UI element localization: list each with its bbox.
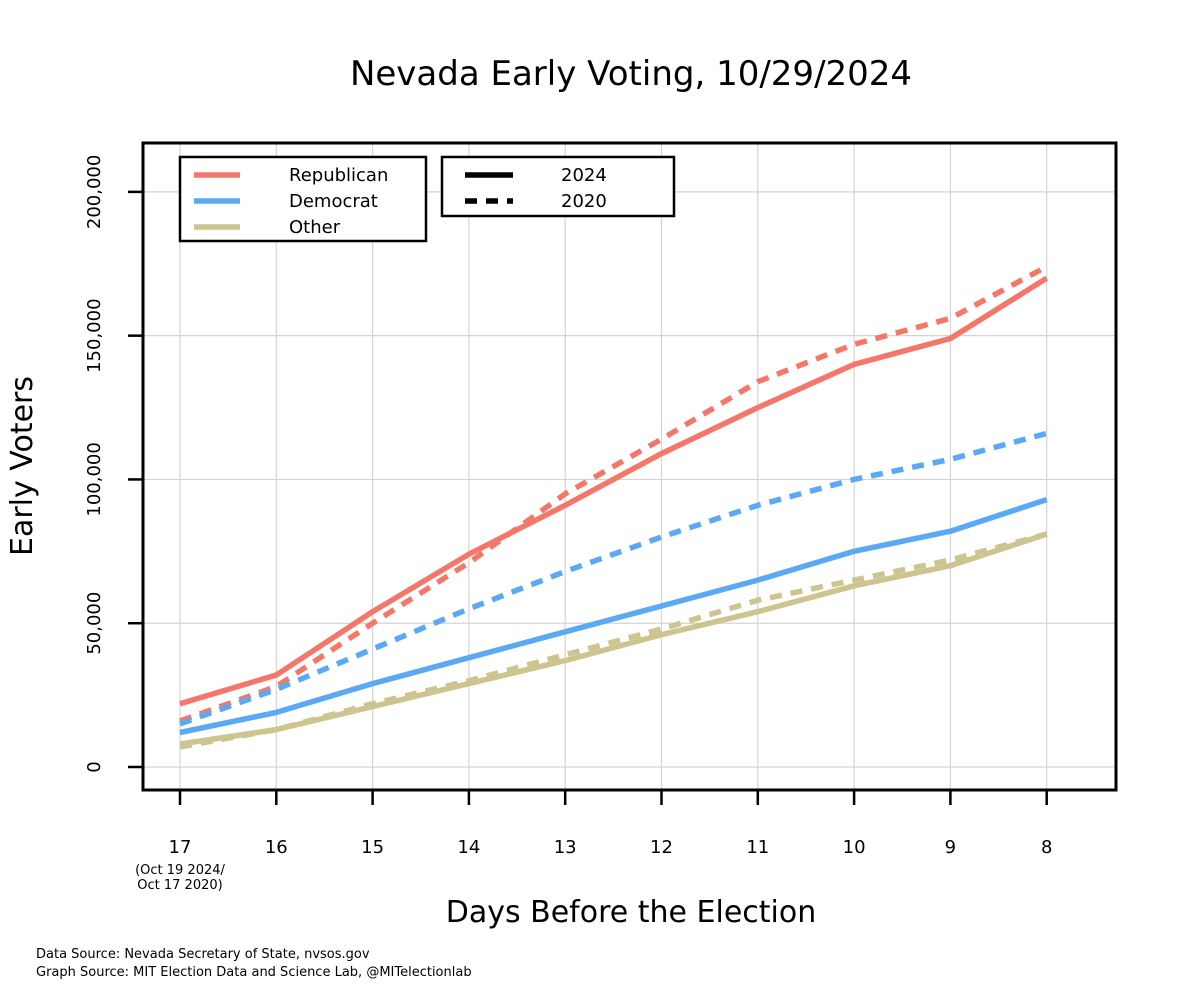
y-tick-label: 150,000 <box>84 298 105 372</box>
y-axis-title: Early Voters <box>5 376 40 556</box>
legend-label-2020: 2020 <box>561 191 607 212</box>
legend-party: Republican Democrat Other <box>178 155 428 243</box>
y-tick-label: 200,000 <box>84 155 105 229</box>
y-tick-label: 50,000 <box>84 592 105 655</box>
x-tick-label: 13 <box>554 837 577 858</box>
x-tick-date-note: (Oct 19 2024/ <box>135 863 225 878</box>
y-tick-label: 0 <box>84 761 105 772</box>
x-tick-label: 15 <box>361 837 384 858</box>
x-tick-label: 12 <box>650 837 673 858</box>
series-lines <box>179 264 1049 750</box>
legend-year: 2024 2020 <box>440 155 676 218</box>
x-tick-label: 11 <box>746 837 769 858</box>
x-tick-label: 16 <box>265 837 288 858</box>
x-tick-label: 17 <box>169 837 192 858</box>
legend-label-republican: Republican <box>289 165 388 186</box>
y-tick-label: 100,000 <box>84 442 105 516</box>
legend-label-2024: 2024 <box>561 165 607 186</box>
legend-label-democrat: Democrat <box>289 191 378 212</box>
graph-source-note: Graph Source: MIT Election Data and Scie… <box>36 965 472 980</box>
x-tick-label: 9 <box>945 837 956 858</box>
x-tick-label: 8 <box>1041 837 1052 858</box>
y-axis: 0 50,000 100,000 150,000 200,000 <box>84 155 143 773</box>
series-line-democrat-2024 <box>179 496 1048 736</box>
series-line-republican-2024 <box>179 275 1049 707</box>
x-tick-label: 14 <box>457 837 480 858</box>
legend-label-other: Other <box>289 217 341 238</box>
chart-title: Nevada Early Voting, 10/29/2024 <box>350 54 912 94</box>
series-line-other-2020 <box>179 531 1048 750</box>
series-line-democrat-2020 <box>179 430 1048 727</box>
x-axis: 17 16 15 14 13 12 11 10 9 8 (Oct 19 2024/Oct 17 20… <box>135 790 1052 893</box>
plot-frame <box>141 141 1118 792</box>
series-line-republican-2020 <box>179 264 1049 724</box>
legend-year-box <box>440 155 676 218</box>
x-tick-date-note: Oct 17 2020) <box>137 878 222 893</box>
x-tick-label: 10 <box>843 837 866 858</box>
data-source-note: Data Source: Nevada Secretary of State, … <box>36 947 370 962</box>
x-axis-title: Days Before the Election <box>446 895 817 930</box>
